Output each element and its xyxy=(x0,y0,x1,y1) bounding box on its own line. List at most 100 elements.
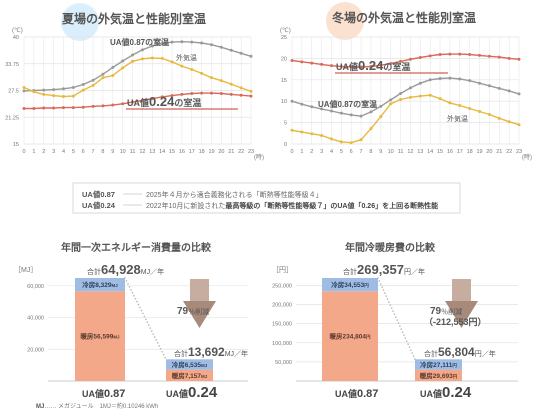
data-point xyxy=(150,44,154,48)
x-tick-label: 1 xyxy=(300,149,303,155)
data-point xyxy=(448,76,452,80)
data-point xyxy=(61,94,65,98)
x-tick-label: 20 xyxy=(218,149,224,155)
data-point xyxy=(160,95,164,99)
data-point xyxy=(200,41,204,45)
y-tick-label: 15 xyxy=(13,142,19,148)
x-tick-label: 22 xyxy=(238,149,244,155)
data-point xyxy=(81,105,85,109)
energy-chart: 年間一次エネルギー消費量の比較 ［MJ］ 60,00040,00020,000 … xyxy=(14,241,248,401)
data-point xyxy=(507,56,511,60)
data-point xyxy=(22,89,26,93)
winter-label-ua024-prefix: UA値 xyxy=(336,61,358,72)
connector-dotted-line xyxy=(124,277,167,361)
winter-label-ua024-value: 0.24 xyxy=(358,58,384,73)
data-point xyxy=(140,48,144,52)
data-point xyxy=(101,76,105,80)
winter-title-circle xyxy=(326,2,364,40)
cooling-value-label: 冷房8,329MJ xyxy=(82,280,118,289)
data-point xyxy=(369,65,373,69)
summer-y-tick-labels: 40 33.75 27.5 21.25 15 xyxy=(5,35,19,148)
series-line xyxy=(291,53,520,68)
series-line xyxy=(291,77,520,117)
x-tick-label: 2 xyxy=(42,149,45,155)
summer-label-ua024-prefix: UA値 xyxy=(127,97,149,108)
energy-total-024-unit: MJ／年 xyxy=(225,349,248,358)
data-point xyxy=(478,109,482,113)
data-point xyxy=(408,95,412,99)
cooling-value-label: 冷房34,553円 xyxy=(331,280,369,289)
connector-dotted-line xyxy=(377,277,416,361)
data-point xyxy=(249,94,253,98)
data-point xyxy=(42,88,46,92)
data-point xyxy=(517,92,521,96)
data-point xyxy=(170,40,174,44)
data-point xyxy=(448,52,452,56)
data-point xyxy=(81,88,85,92)
data-point xyxy=(517,57,521,61)
bar-heating xyxy=(415,369,462,381)
energy-total-087-value: 64,928 xyxy=(101,262,141,277)
data-point xyxy=(329,64,333,68)
winter-y-tick-labels: 25 20 15 10 5 0 xyxy=(281,35,287,148)
y-tick-label: 15 xyxy=(281,78,287,84)
winter-label-ua087: UA値0.87の室温 xyxy=(318,99,377,109)
data-point xyxy=(101,104,105,108)
data-point xyxy=(438,77,442,81)
energy-y-unit: ［MJ］ xyxy=(14,266,37,274)
summer-label-ua087: UA値0.87の室温 xyxy=(110,37,169,47)
y-tick-label: 10 xyxy=(281,99,287,105)
energy-reduction-unit: ％削減 xyxy=(188,307,209,316)
data-point xyxy=(389,98,393,102)
data-point xyxy=(320,133,324,137)
winter-label-outside: 外気温 xyxy=(447,114,468,123)
footnote-text: …… メガジュール 1MJ＝約0.10246 kWh xyxy=(44,402,158,410)
data-point xyxy=(81,83,85,87)
data-point xyxy=(369,127,373,131)
energy-total-087: 合計64,928MJ／年 xyxy=(87,262,164,277)
data-point xyxy=(468,79,472,83)
data-point xyxy=(300,60,304,64)
x-tick-label: 15 xyxy=(437,149,443,155)
data-point xyxy=(487,112,491,116)
data-point xyxy=(497,86,501,90)
data-point xyxy=(349,141,353,145)
bar-cooling xyxy=(166,359,213,370)
summer-label-ua024-suffix: の室温 xyxy=(174,97,201,108)
data-point xyxy=(329,137,333,141)
x-tick-label: 19 xyxy=(208,149,214,155)
cost-category-024-value: 0.24 xyxy=(442,384,472,401)
data-point xyxy=(32,90,36,94)
series-line xyxy=(23,40,252,92)
data-point xyxy=(52,94,56,98)
data-point xyxy=(22,86,26,90)
data-point xyxy=(507,89,511,93)
data-point xyxy=(121,102,125,106)
data-point xyxy=(101,72,105,76)
data-point xyxy=(408,57,412,61)
y-tick-label: 25 xyxy=(281,35,287,41)
cost-total-087-unit: 円／年 xyxy=(404,267,425,276)
energy-arrow-shaft xyxy=(190,279,209,301)
x-tick-label: 8 xyxy=(369,149,372,155)
x-tick-label: 0 xyxy=(290,149,293,155)
winter-label-ua024: UA値0.24の室温 xyxy=(336,58,410,73)
data-point xyxy=(219,45,223,49)
x-tick-label: 5 xyxy=(340,149,343,155)
data-point xyxy=(249,54,253,58)
heating-value-label: 暖房29,693円 xyxy=(420,371,458,380)
data-point xyxy=(249,89,253,93)
x-tick-label: 8 xyxy=(101,149,104,155)
energy-reduction-arrow xyxy=(183,279,216,328)
data-point xyxy=(239,93,243,97)
x-tick-label: 21 xyxy=(228,149,234,155)
footnote-abbr: MJ xyxy=(36,404,44,410)
data-point xyxy=(229,82,233,86)
energy-total-024-value: 13,692 xyxy=(188,345,225,359)
energy-reduction-value: 79 xyxy=(177,306,189,317)
data-point xyxy=(507,120,511,124)
data-point xyxy=(229,48,233,52)
x-tick-label: 3 xyxy=(52,149,55,155)
